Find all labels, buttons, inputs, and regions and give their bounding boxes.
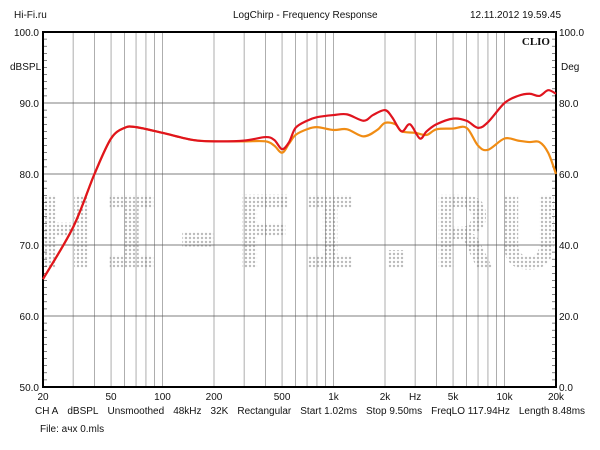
x-tick-label: 1k xyxy=(328,392,340,403)
setting-item: Start 1.02ms xyxy=(300,406,357,417)
x-tick-label: 5k xyxy=(448,392,460,403)
x-tick-label: 20k xyxy=(548,392,565,403)
setting-item: Stop 9.50ms xyxy=(365,406,423,417)
setting-item: 32K xyxy=(210,406,229,417)
y-tick-label: 90.0 xyxy=(20,99,40,110)
setting-item: CH A xyxy=(35,406,59,417)
header-left: Hi-Fi.ru xyxy=(14,10,47,21)
y2-tick-label: 0.0 xyxy=(559,383,573,394)
watermark: HI-FI.RU xyxy=(35,175,565,292)
y-axis-label: dBSPL xyxy=(10,62,42,73)
settings-line: CH A dBSPL Unsmoothed 48kHz 32K Rectangular St… xyxy=(35,406,585,417)
y-tick-label: 100.0 xyxy=(14,28,39,39)
y2-tick-label: 40.0 xyxy=(559,241,579,252)
y2-tick-label: 100.0 xyxy=(559,28,584,39)
brand-logo: CLIO xyxy=(522,36,551,48)
x-tick-label: 10k xyxy=(496,392,513,403)
y-tick-label: 60.0 xyxy=(20,312,40,323)
y2-tick-label: 80.0 xyxy=(559,99,579,110)
x-tick-label: 50 xyxy=(105,392,117,403)
x-tick-label: 20 xyxy=(37,392,49,403)
y2-tick-label: 60.0 xyxy=(559,170,579,181)
y-tick-label: 50.0 xyxy=(20,383,40,394)
y2-axis-label: Deg xyxy=(561,62,580,73)
file-name: File: aчх 0.mls xyxy=(40,424,105,435)
chart-title: LogChirp - Frequency Response xyxy=(233,10,378,21)
setting-item: 48kHz xyxy=(173,406,202,417)
x-tick-label: 100 xyxy=(154,392,171,403)
setting-item: Unsmoothed xyxy=(107,406,165,417)
setting-item: dBSPL xyxy=(67,406,99,417)
setting-item: Length 8.48ms xyxy=(518,406,586,417)
x-tick-label: Hz xyxy=(409,392,421,403)
plot-frame xyxy=(42,31,557,388)
x-tick-label: 500 xyxy=(274,392,291,403)
header-timestamp: 12.11.2012 19.59.45 xyxy=(470,10,562,21)
x-tick-label: 2k xyxy=(380,392,392,403)
setting-item: Rectangular xyxy=(237,406,292,417)
setting-item: FreqLO 117.94Hz xyxy=(431,406,510,417)
y-tick-label: 80.0 xyxy=(20,170,40,181)
x-tick-label: 200 xyxy=(206,392,223,403)
y-tick-label: 70.0 xyxy=(20,241,40,252)
series-line-red xyxy=(42,89,557,280)
y2-tick-label: 20.0 xyxy=(559,312,579,323)
